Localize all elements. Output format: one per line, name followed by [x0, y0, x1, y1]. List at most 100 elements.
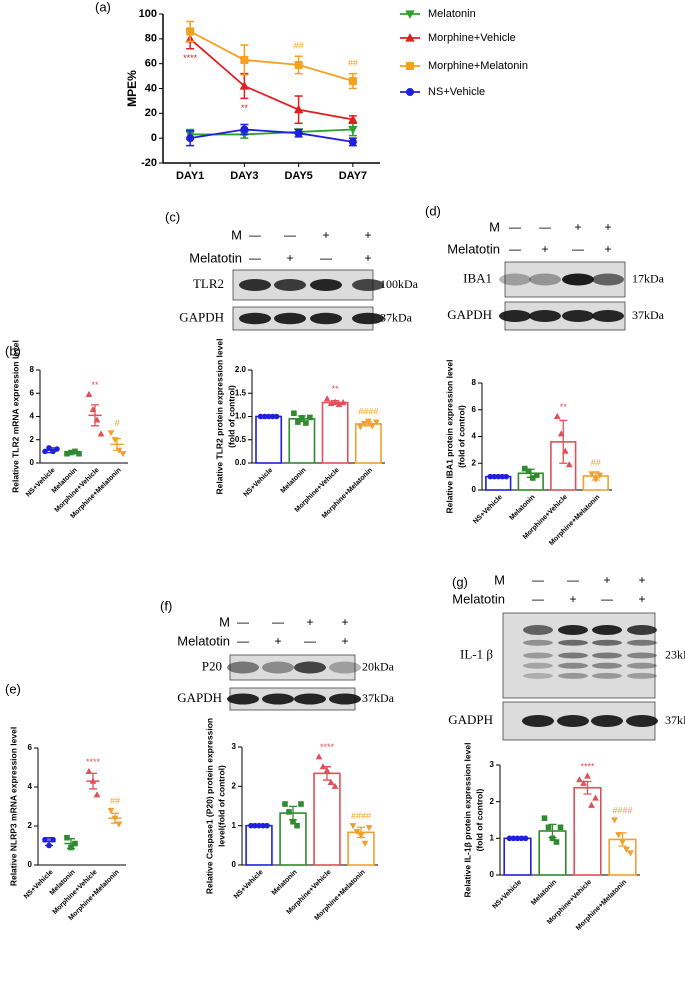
condition-label: Melatotin [447, 241, 500, 256]
point [239, 81, 250, 90]
point [299, 415, 305, 421]
blot-band [558, 625, 588, 635]
point [353, 828, 361, 836]
panel-label: (e) [5, 681, 21, 696]
y-tick-label: 2 [472, 458, 477, 467]
condition-sign: — [509, 242, 521, 256]
point [68, 844, 74, 851]
band-label: P20 [202, 658, 222, 673]
bar [573, 786, 602, 876]
blot-band [529, 273, 561, 286]
condition-label: M [489, 219, 500, 234]
band-label: IL-1 β [460, 646, 493, 661]
point [323, 395, 331, 402]
point [327, 778, 335, 785]
point [541, 815, 548, 821]
blot-band [294, 693, 326, 705]
condition-sign: + [306, 615, 313, 629]
y-axis-label: level(fold of control) [216, 765, 226, 847]
point [240, 125, 249, 134]
point [372, 419, 380, 426]
blot-band [352, 279, 384, 291]
point [348, 137, 357, 146]
blot-band [523, 652, 553, 659]
condition-sign: + [322, 228, 329, 242]
x-tick-label: NS+Vehicle [243, 467, 275, 499]
band-label: GAPDH [179, 309, 224, 324]
blot-band [499, 273, 531, 286]
point [97, 430, 105, 437]
y-tick-label: 0.0 [235, 458, 247, 467]
condition-sign: + [569, 592, 576, 606]
y-tick-label: 0 [151, 132, 157, 144]
annotation: # [114, 418, 119, 428]
y-tick-label: 1.5 [235, 388, 247, 397]
band-size: 37kDa [380, 310, 413, 324]
blot-band [352, 312, 384, 325]
y-tick-label: 6 [472, 405, 477, 414]
point [93, 416, 101, 423]
point [553, 412, 561, 420]
annotation: #### [612, 805, 632, 815]
condition-sign: — [272, 615, 284, 629]
annotation: ## [591, 457, 601, 467]
point [348, 125, 358, 135]
blot-band [239, 312, 271, 325]
bar [321, 401, 349, 464]
condition-sign: + [341, 615, 348, 629]
point [42, 448, 48, 455]
condition-sign: — [532, 573, 544, 587]
y-tick-label: 3 [490, 760, 495, 769]
point [339, 398, 347, 406]
point [85, 767, 93, 774]
x-tick-label: Melatonin [271, 869, 299, 897]
blot-band [592, 639, 622, 646]
blot-band [558, 672, 588, 679]
blot-band [239, 279, 271, 291]
y-tick-label: 0 [490, 870, 495, 879]
band-size: 37kDa [665, 713, 685, 727]
condition-label: M [494, 572, 505, 587]
condition-sign: — [572, 242, 584, 256]
point [319, 763, 327, 770]
blot-band [592, 310, 624, 322]
condition-label: Melatotin [177, 633, 230, 648]
bar [245, 824, 273, 866]
blot-band [591, 715, 623, 727]
condition-sign: — [567, 573, 579, 587]
point [50, 836, 56, 843]
annotation: #### [358, 407, 378, 417]
point [89, 777, 97, 784]
y-tick-label: 2 [232, 781, 237, 790]
condition-sign: — [249, 251, 261, 265]
y-tick-label: 4 [28, 782, 33, 791]
band-label: IBA1 [463, 270, 492, 285]
point [295, 419, 301, 425]
point [525, 468, 532, 475]
point [240, 55, 249, 64]
condition-sign: + [604, 242, 611, 256]
condition-sign: — [601, 592, 613, 606]
point [627, 850, 634, 857]
y-axis-label: Relative TLR2 protein expression level [214, 339, 224, 495]
x-tick-label: DAY1 [176, 170, 204, 182]
point [368, 423, 376, 430]
line [189, 128, 354, 143]
point [615, 832, 622, 839]
y-tick-label: 6 [28, 743, 33, 752]
condition-sign: + [541, 242, 548, 256]
condition-label: M [231, 227, 242, 242]
y-tick-label: 4 [472, 432, 477, 441]
point [553, 839, 560, 845]
blot-band [227, 661, 259, 674]
annotation: ** [241, 103, 249, 113]
point [545, 824, 552, 831]
x-tick-label: Melatonin [530, 879, 558, 907]
x-tick-label: NS+Vehicle [472, 494, 504, 526]
y-tick-label: 2 [28, 821, 33, 830]
band-size: 37kDa [362, 691, 395, 705]
y-tick-label: 0 [472, 485, 477, 494]
y-tick-label: 20 [145, 107, 157, 119]
point [76, 450, 82, 457]
blot-band [627, 639, 657, 646]
